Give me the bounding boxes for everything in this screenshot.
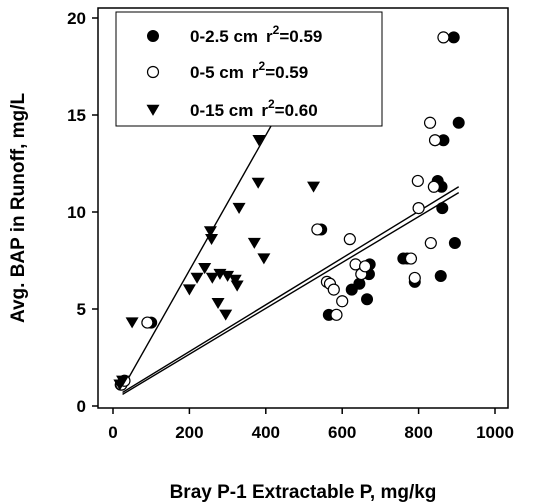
data-point-series-0 xyxy=(361,293,374,306)
data-point-series-1 xyxy=(423,116,437,129)
data-point-series-1 xyxy=(424,236,437,250)
fit-line-series-0 xyxy=(122,191,460,395)
data-point-series-2 xyxy=(190,272,204,284)
legend-marker-series-1 xyxy=(146,65,160,79)
data-point-series-1 xyxy=(437,31,450,44)
data-point-series-2 xyxy=(125,317,139,329)
data-point-series-2 xyxy=(232,202,246,214)
data-point-series-2 xyxy=(116,375,130,387)
x-tick-label: 600 xyxy=(328,423,356,442)
data-point-series-2 xyxy=(182,284,196,296)
legend-marker-series-0 xyxy=(147,30,159,42)
legend-label-series-2: 0-15 cm r2=0.60 xyxy=(190,97,318,120)
data-point-series-1 xyxy=(311,223,324,236)
data-point-series-1 xyxy=(359,260,372,273)
x-tick-label: 0 xyxy=(108,423,117,442)
data-point-series-2 xyxy=(257,253,271,265)
data-point-series-2 xyxy=(211,297,225,310)
data-point-series-0 xyxy=(447,31,460,44)
data-point-series-1 xyxy=(330,308,343,321)
data-point-series-1 xyxy=(404,252,418,265)
y-tick-label: 0 xyxy=(77,397,86,416)
x-tick-label: 200 xyxy=(175,423,203,442)
data-point-series-2 xyxy=(203,226,217,238)
legend-marker-series-2 xyxy=(146,104,160,116)
fit-line-series-1 xyxy=(122,186,460,394)
data-point-series-1 xyxy=(141,316,154,329)
data-point-series-1 xyxy=(327,283,340,296)
axis-ticks: 0 200 400 600 800 1000 0 5 10 15 20 xyxy=(67,9,514,442)
data-point-series-0 xyxy=(452,116,465,129)
legend-label-series-1: 0-5 cm r2=0.59 xyxy=(190,59,308,82)
legend: 0-2.5 cm r2=0.59 0-5 cm r2=0.59 0-15 cm r2=0.… xyxy=(115,11,383,127)
data-point-series-1 xyxy=(336,295,349,308)
data-point-series-1 xyxy=(427,180,440,193)
y-tick-label: 5 xyxy=(77,300,86,319)
data-point-series-0 xyxy=(353,277,366,290)
legend-label-series-0: 0-2.5 cm r2=0.59 xyxy=(190,23,322,46)
data-point-series-1 xyxy=(408,271,421,285)
y-axis-title: Avg. BAP in Runoff, mg/L xyxy=(8,93,29,323)
plot-frame xyxy=(97,7,509,409)
y-tick-label: 20 xyxy=(67,9,86,28)
legend-box xyxy=(115,11,383,127)
data-point-series-2 xyxy=(219,309,233,321)
x-axis-title: Bray P-1 Extractable P, mg/kg xyxy=(170,482,437,503)
data-point-series-2 xyxy=(198,263,212,275)
data-point-series-2 xyxy=(205,272,219,284)
data-point-series-1 xyxy=(412,202,425,215)
data-points xyxy=(113,31,465,391)
data-point-series-2 xyxy=(252,135,266,147)
x-tick-label: 400 xyxy=(252,423,280,442)
data-point-series-2 xyxy=(307,181,321,193)
data-point-series-2 xyxy=(251,177,265,189)
data-point-series-1 xyxy=(411,174,424,188)
y-tick-label: 15 xyxy=(67,106,86,125)
data-point-series-2 xyxy=(205,233,219,246)
data-point-series-1 xyxy=(343,233,356,246)
data-point-series-0 xyxy=(448,237,461,250)
x-tick-label: 1000 xyxy=(476,423,514,442)
x-tick-label: 800 xyxy=(404,423,432,442)
data-point-series-0 xyxy=(436,202,449,215)
y-tick-label: 10 xyxy=(67,203,86,222)
data-point-series-2 xyxy=(230,280,244,292)
data-point-series-2 xyxy=(221,270,235,282)
data-point-series-1 xyxy=(428,134,442,147)
data-point-series-2 xyxy=(228,274,242,286)
data-point-series-0 xyxy=(434,270,447,283)
data-point-series-2 xyxy=(247,237,261,249)
